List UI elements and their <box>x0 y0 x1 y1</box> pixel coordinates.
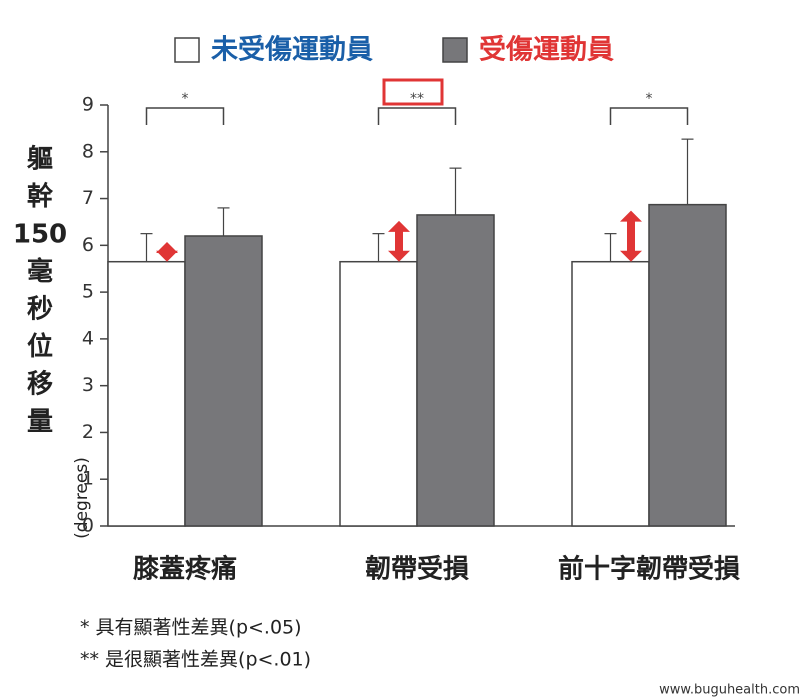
error-bar <box>217 207 230 236</box>
footnote: * 具有顯著性差異(p<.05) <box>80 617 302 639</box>
bar <box>416 214 495 527</box>
y-axis-label: 幹 <box>27 181 54 212</box>
x-tick-label: 韌帶受損 <box>365 554 469 585</box>
y-tick-label: 8 <box>82 140 94 162</box>
bar <box>571 260 650 527</box>
difference-arrow <box>388 220 410 262</box>
y-tick-label: 4 <box>82 327 94 349</box>
legend-label: 受傷運動員 <box>479 34 614 66</box>
x-tick-label: 前十字韌帶受損 <box>558 554 740 585</box>
y-axis-label: 軀 <box>26 145 53 175</box>
significance-bracket <box>609 107 689 125</box>
y-axis-label: 量 <box>27 407 53 437</box>
significance-label: ** <box>410 91 424 107</box>
bar <box>107 260 186 527</box>
significance-bracket <box>377 107 457 125</box>
error-bar <box>604 233 617 262</box>
highlight-box <box>382 78 444 106</box>
watermark: www.buguhealth.com <box>659 683 800 698</box>
x-tick-label: 膝蓋疼痛 <box>132 554 237 585</box>
difference-arrow <box>156 241 178 262</box>
y-axis-label: 毫 <box>27 256 53 287</box>
bar <box>339 260 418 527</box>
bar <box>184 235 263 527</box>
y-tick-label: 1 <box>82 468 94 490</box>
y-tick-label: 0 <box>82 515 94 537</box>
y-axis-label: 秒 <box>27 295 53 325</box>
y-axis-label: 150 <box>13 220 67 250</box>
significance-label: * <box>646 91 653 107</box>
bar <box>648 203 727 527</box>
error-bar <box>372 233 385 262</box>
difference-arrow <box>620 210 642 262</box>
significance-label: * <box>182 91 189 107</box>
y-tick-label: 3 <box>82 374 94 396</box>
legend-label: 未受傷運動員 <box>211 34 373 66</box>
error-bar <box>140 233 153 262</box>
y-tick-label: 7 <box>82 187 94 209</box>
y-tick-label: 2 <box>82 421 94 443</box>
y-tick-label: 6 <box>82 234 94 256</box>
error-bar <box>449 167 462 215</box>
y-tick-label: 5 <box>82 281 94 303</box>
y-axis-label: 移 <box>27 370 53 400</box>
error-bar <box>681 138 694 205</box>
y-axis-unit: (degrees) <box>72 457 92 539</box>
footnote: ** 是很顯著性差異(p<.01) <box>80 649 311 671</box>
legend-swatch <box>174 37 200 63</box>
y-tick-label: 9 <box>82 94 94 116</box>
legend-swatch <box>442 37 468 63</box>
significance-bracket <box>145 107 225 125</box>
y-axis-label: 位 <box>27 331 53 362</box>
